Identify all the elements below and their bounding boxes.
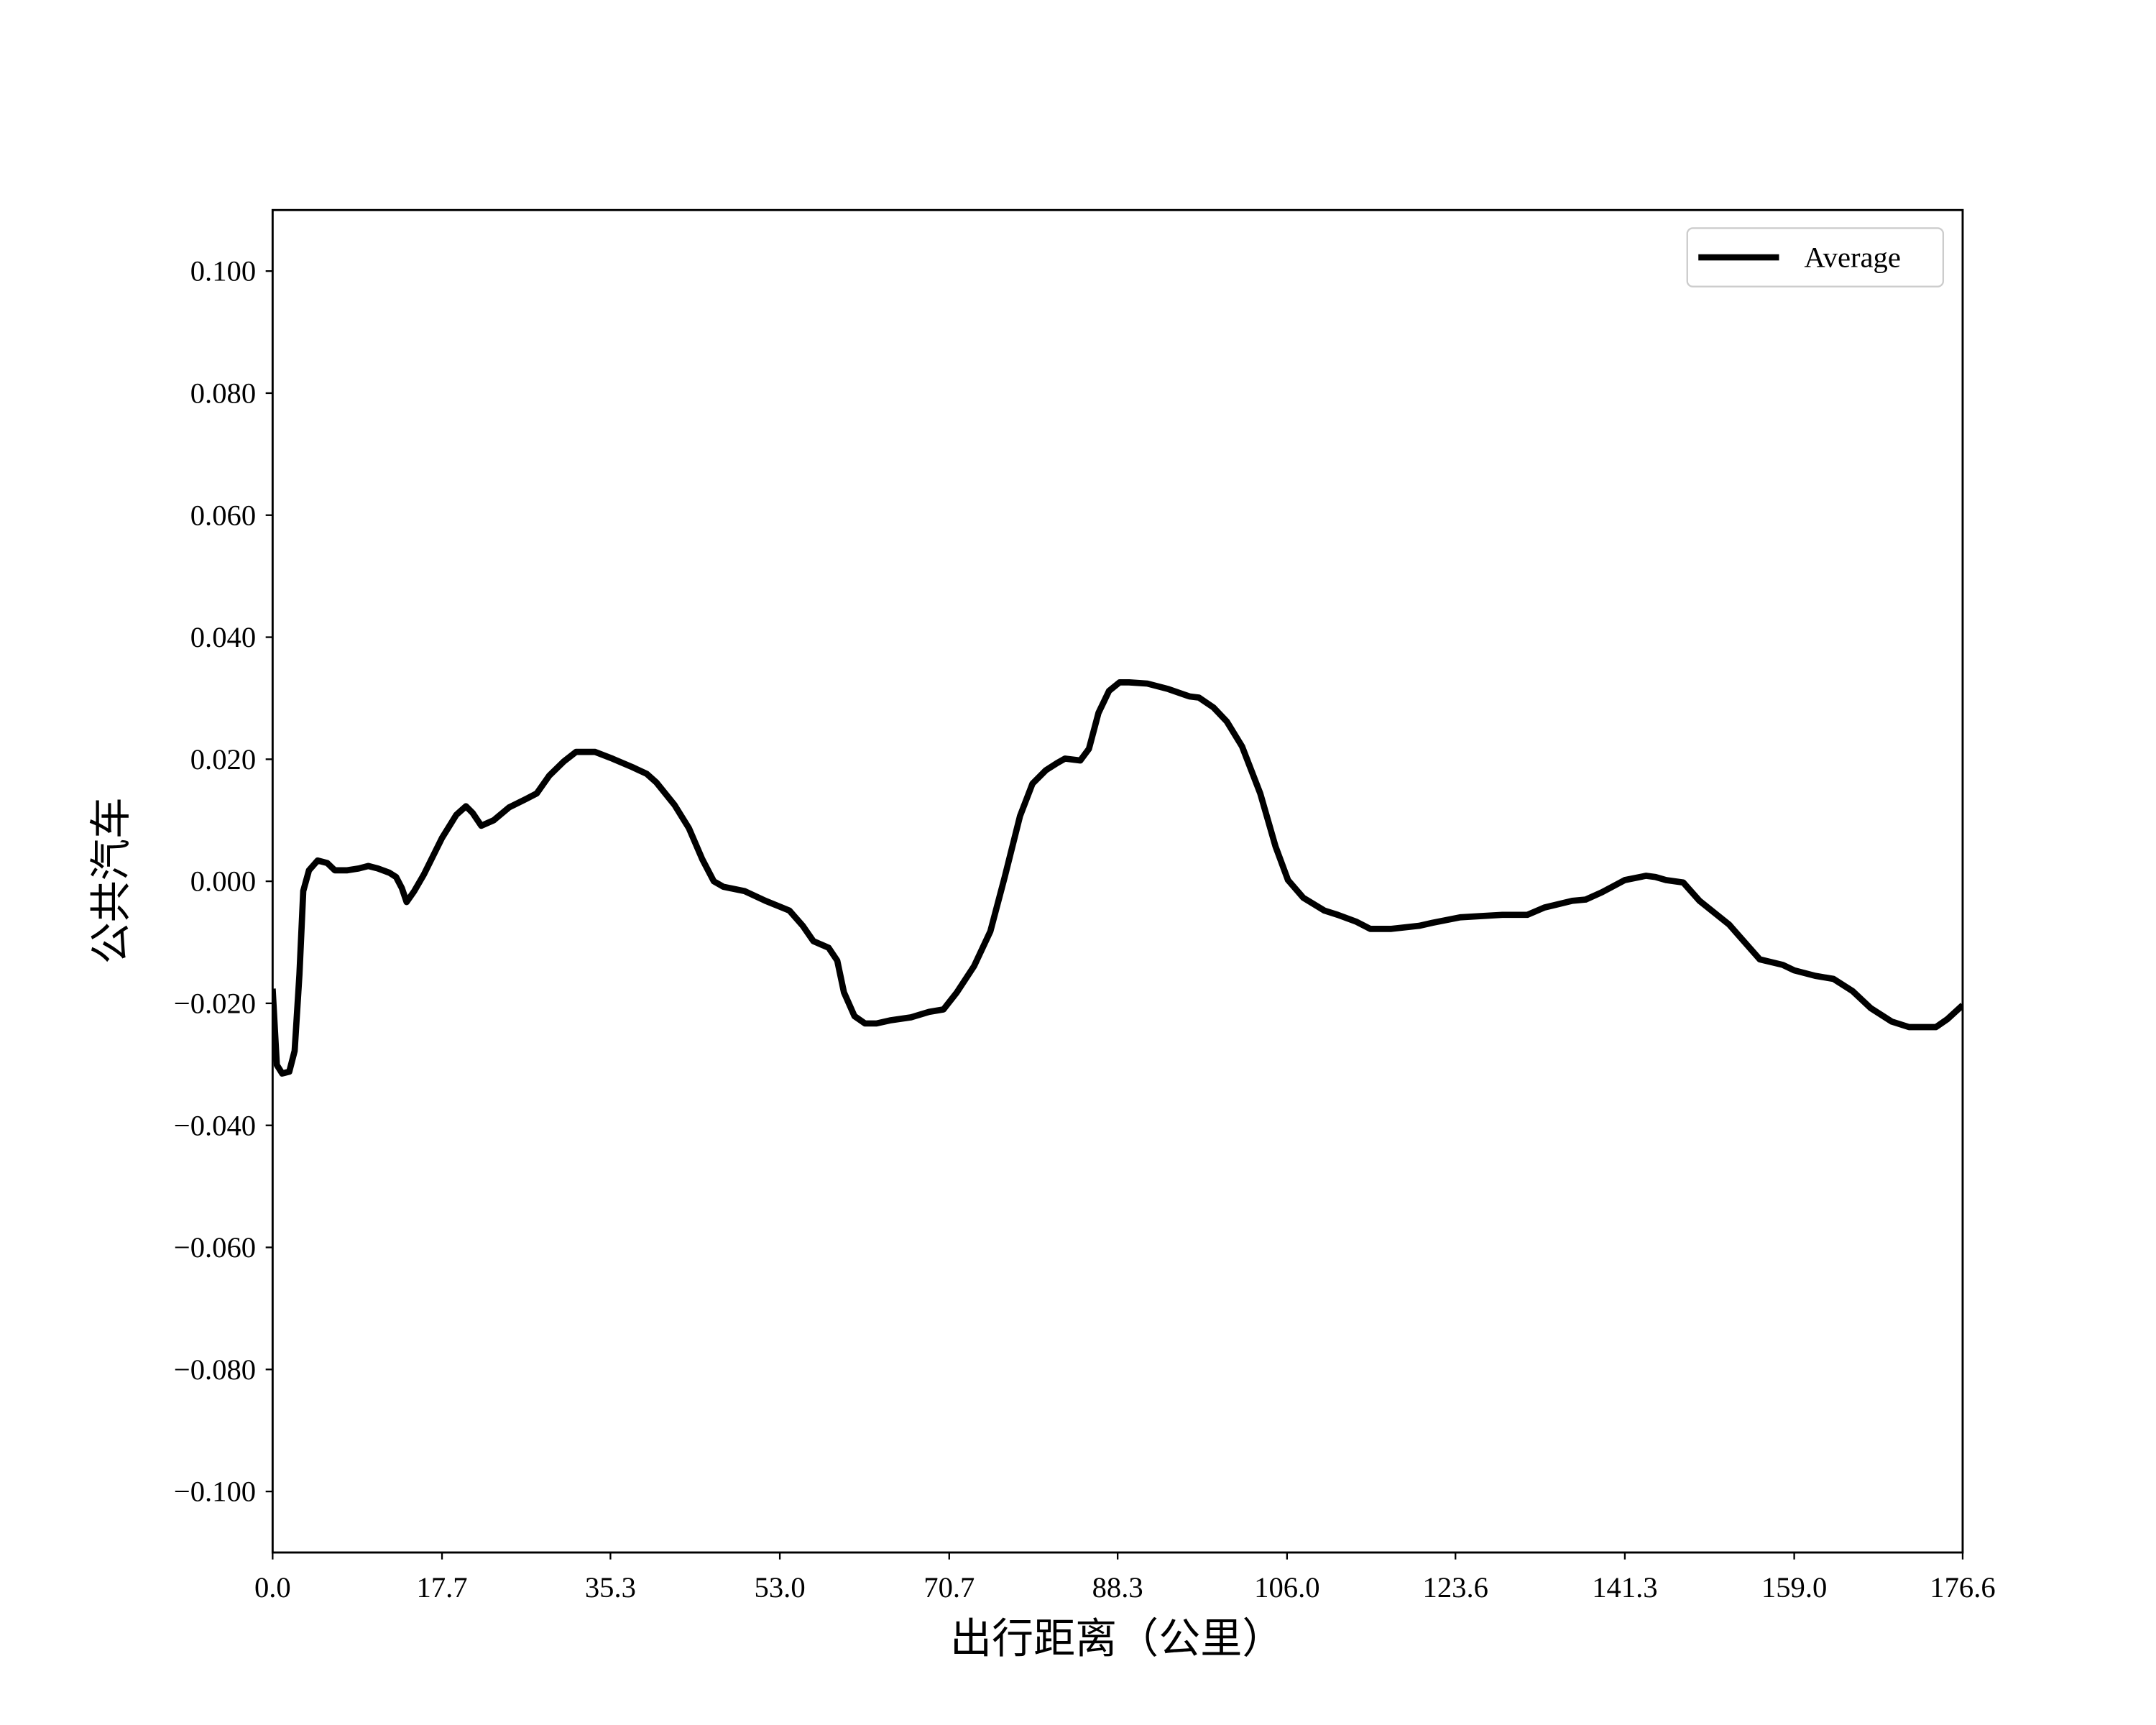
y-tick-label: 0.060 — [190, 499, 256, 531]
x-tick-label: 70.7 — [923, 1571, 975, 1604]
x-tick-label: 176.6 — [1930, 1571, 1995, 1604]
x-tick-label: 53.0 — [755, 1571, 806, 1604]
plot-frame — [271, 208, 1964, 1554]
y-tick-label: −0.040 — [174, 1109, 256, 1141]
plot-area — [272, 679, 1963, 1077]
x-tick-label: 0.0 — [254, 1571, 291, 1604]
y-tick-label: 0.080 — [190, 377, 256, 409]
y-tick-label: −0.100 — [174, 1476, 256, 1508]
x-tick-label: 141.3 — [1592, 1571, 1657, 1604]
x-tick-label: 17.7 — [417, 1571, 468, 1604]
y-tick-label: 0.100 — [190, 255, 256, 288]
x-tick-label: 35.3 — [585, 1571, 636, 1604]
y-tick-label: 0.040 — [190, 621, 256, 653]
legend-label: Average — [1804, 242, 1901, 274]
y-tick-label: 0.020 — [190, 743, 256, 776]
y-tick-label: −0.060 — [174, 1231, 256, 1264]
x-tick-label: 123.6 — [1423, 1571, 1488, 1604]
x-tick-label: 106.0 — [1254, 1571, 1319, 1604]
x-axis-label: 出行距离（公里） — [950, 1615, 1284, 1662]
x-tick-label: 159.0 — [1761, 1571, 1827, 1604]
y-tick-label: −0.080 — [174, 1353, 256, 1386]
y-axis-label: 公共汽车 — [88, 797, 134, 964]
legend-box — [1686, 227, 1945, 288]
x-tick-label: 88.3 — [1092, 1571, 1143, 1604]
line — [272, 679, 1963, 1077]
y-tick-label: −0.020 — [174, 987, 256, 1019]
y-tick-label: 0.000 — [190, 865, 256, 898]
